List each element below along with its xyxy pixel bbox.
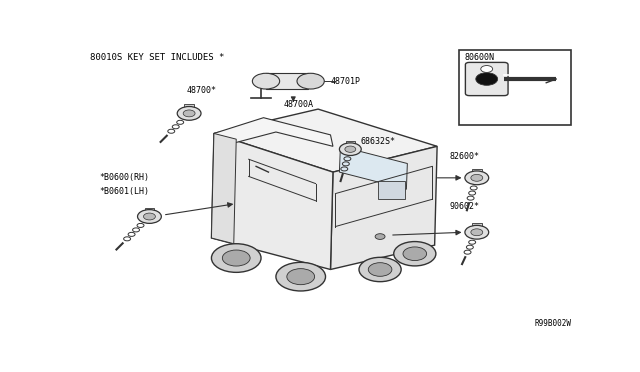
Text: 68632S*: 68632S* xyxy=(360,137,396,146)
Circle shape xyxy=(394,241,436,266)
Circle shape xyxy=(359,257,401,282)
Circle shape xyxy=(143,213,156,220)
Bar xyxy=(346,141,355,144)
Text: *B0600(RH): *B0600(RH) xyxy=(100,173,150,182)
Bar xyxy=(378,181,405,199)
Text: 48700A: 48700A xyxy=(284,100,314,109)
Polygon shape xyxy=(214,118,333,146)
Text: 48701P: 48701P xyxy=(330,77,360,86)
Circle shape xyxy=(465,225,489,239)
Text: 90602*: 90602* xyxy=(449,202,479,211)
Text: R99B002W: R99B002W xyxy=(534,319,571,328)
Circle shape xyxy=(465,171,489,185)
Circle shape xyxy=(276,262,326,291)
Circle shape xyxy=(471,174,483,181)
Polygon shape xyxy=(339,146,408,189)
Bar xyxy=(184,105,194,108)
Circle shape xyxy=(177,106,201,120)
Circle shape xyxy=(138,210,161,223)
Text: 80010S KEY SET INCLUDES *: 80010S KEY SET INCLUDES * xyxy=(90,53,224,62)
FancyBboxPatch shape xyxy=(465,62,508,96)
Bar xyxy=(472,169,481,172)
Polygon shape xyxy=(211,134,236,244)
Bar xyxy=(145,208,154,211)
Circle shape xyxy=(222,250,250,266)
Circle shape xyxy=(375,234,385,240)
Circle shape xyxy=(368,263,392,276)
Circle shape xyxy=(481,65,493,73)
Text: 82600*: 82600* xyxy=(449,152,479,161)
Bar xyxy=(472,223,481,227)
Polygon shape xyxy=(330,146,437,269)
Circle shape xyxy=(345,146,356,153)
Bar xyxy=(460,50,571,125)
Circle shape xyxy=(403,247,427,260)
Text: *B0601(LH): *B0601(LH) xyxy=(100,187,150,196)
Text: 48700*: 48700* xyxy=(187,86,216,95)
Circle shape xyxy=(471,229,483,236)
Bar xyxy=(266,73,308,89)
Circle shape xyxy=(287,269,315,285)
Polygon shape xyxy=(214,109,437,172)
Text: 80600N: 80600N xyxy=(465,53,495,62)
Circle shape xyxy=(211,244,261,272)
Circle shape xyxy=(476,73,498,85)
Circle shape xyxy=(297,73,324,89)
Circle shape xyxy=(252,73,280,89)
Polygon shape xyxy=(211,134,333,269)
Circle shape xyxy=(183,110,195,117)
Circle shape xyxy=(339,143,361,155)
